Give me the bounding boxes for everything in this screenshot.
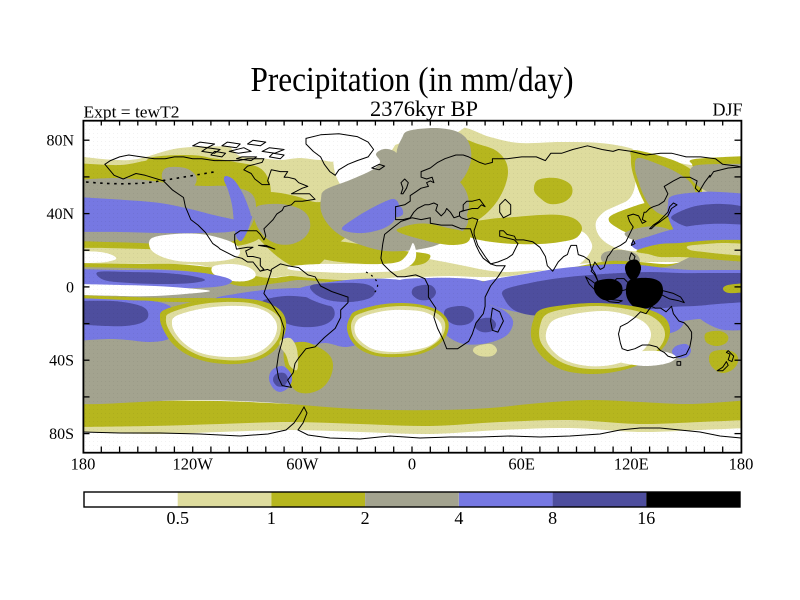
svg-text:4: 4: [454, 508, 463, 528]
svg-text:60W: 60W: [286, 455, 319, 474]
svg-text:80N: 80N: [46, 133, 74, 150]
svg-text:1: 1: [267, 508, 276, 528]
svg-text:Expt = tewT2: Expt = tewT2: [84, 103, 180, 122]
svg-text:60E: 60E: [508, 455, 535, 474]
svg-text:Precipitation (in mm/day): Precipitation (in mm/day): [251, 60, 574, 99]
svg-text:120W: 120W: [173, 455, 214, 474]
svg-text:8: 8: [548, 508, 557, 528]
svg-text:0: 0: [66, 279, 74, 296]
svg-text:180: 180: [71, 455, 96, 474]
svg-text:0: 0: [408, 455, 416, 474]
svg-text:180: 180: [729, 455, 754, 474]
svg-text:120E: 120E: [614, 455, 649, 474]
svg-text:0.5: 0.5: [166, 508, 189, 528]
svg-text:2: 2: [361, 508, 370, 528]
svg-text:40S: 40S: [49, 353, 74, 370]
svg-text:40N: 40N: [46, 206, 74, 223]
svg-text:16: 16: [637, 508, 655, 528]
svg-text:DJF: DJF: [712, 100, 742, 120]
svg-text:80S: 80S: [49, 426, 74, 443]
svg-text:2376kyr BP: 2376kyr BP: [370, 96, 478, 121]
